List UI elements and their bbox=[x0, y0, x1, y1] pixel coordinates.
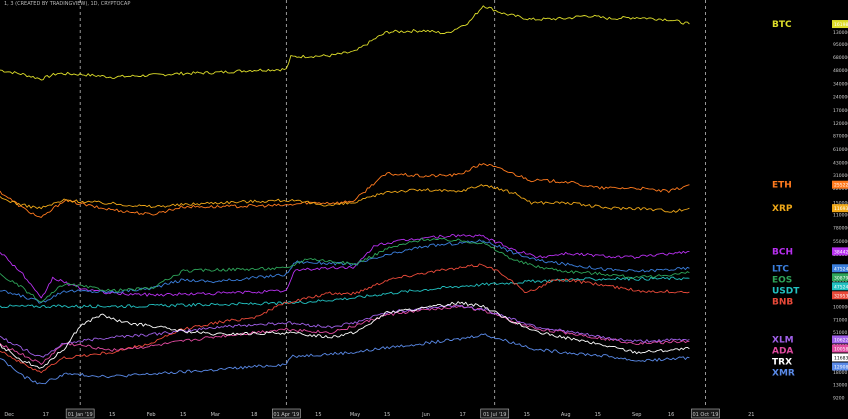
series-label-usdt: USDT bbox=[772, 286, 800, 296]
series-line-trx bbox=[0, 301, 690, 369]
y-tick-label: 2200000 bbox=[833, 186, 848, 192]
series-label-eth: ETH bbox=[772, 181, 792, 191]
series-line-btc bbox=[0, 5, 690, 81]
y-tick-label: 1100000 bbox=[833, 213, 848, 219]
x-tick-label: 18 bbox=[251, 412, 257, 418]
series-line-bch bbox=[0, 233, 690, 299]
chart-header: 1, 3 (CREATED BY TRADINGVIEW), 1D, CRYPT… bbox=[4, 1, 131, 7]
last-value-badge-ada bbox=[832, 344, 848, 353]
x-tick-label: 01 Jul '19 bbox=[483, 412, 506, 418]
series-label-trx: TRX bbox=[772, 357, 792, 367]
y-tick-label: 18000 bbox=[833, 370, 847, 376]
last-value-badge-ltc bbox=[832, 264, 848, 273]
series-label-ltc: LTC bbox=[772, 264, 789, 274]
y-tick-label: 13000 bbox=[833, 382, 847, 388]
x-tick-label: May bbox=[350, 412, 360, 418]
y-tick-label: 71000 bbox=[833, 317, 847, 323]
series-label-ada: ADA bbox=[772, 346, 793, 356]
y-tick-label: 95000000 bbox=[833, 42, 848, 48]
last-value-text-btc: 161983 bbox=[834, 22, 848, 28]
last-value-text-eos: 30879 bbox=[834, 275, 848, 281]
y-tick-label: 100000 bbox=[833, 304, 848, 310]
x-tick-label: 15 bbox=[595, 412, 601, 418]
x-tick-label: 15 bbox=[109, 412, 115, 418]
y-tick-label: 68000000 bbox=[833, 55, 848, 61]
x-tick-label: 16 bbox=[668, 412, 674, 418]
x-tick-label: 15 bbox=[315, 412, 321, 418]
last-value-text-trx: 11683 bbox=[834, 355, 848, 361]
last-value-text-usdt: 47524 bbox=[834, 284, 848, 290]
last-value-text-xrp: 11693 bbox=[834, 206, 848, 212]
last-value-text-ada: 10058 bbox=[834, 346, 848, 352]
x-tick-label: 21 bbox=[748, 412, 754, 418]
series-line-eos bbox=[0, 237, 690, 303]
series-label-xmr: XMR bbox=[772, 368, 795, 378]
series-line-bnb bbox=[0, 263, 690, 374]
series-line-xrp bbox=[0, 184, 690, 213]
last-value-badge-eos bbox=[832, 273, 848, 282]
series-label-bch: BCH bbox=[772, 247, 793, 257]
last-value-text-ltc: 47524 bbox=[834, 266, 848, 272]
series-line-eth bbox=[0, 163, 690, 218]
series-label-bnb: BNB bbox=[772, 297, 793, 307]
x-tick-label: 01 Apr '19 bbox=[273, 412, 299, 418]
y-tick-label: 12000000 bbox=[833, 121, 848, 127]
y-tick-label: 48000000 bbox=[833, 68, 848, 74]
series-label-eos: EOS bbox=[772, 275, 792, 285]
x-tick-box bbox=[272, 408, 301, 419]
last-value-badge-usdt bbox=[832, 282, 848, 291]
y-tick-label: 6100000 bbox=[833, 147, 848, 153]
last-value-text-xlm: 10622 bbox=[834, 337, 848, 343]
last-value-badge-bch bbox=[832, 247, 848, 256]
y-tick-label: 3100000 bbox=[833, 173, 848, 179]
series-label-btc: BTC bbox=[772, 20, 792, 30]
x-tick-label: Jun bbox=[421, 412, 430, 418]
series-line-ada bbox=[0, 304, 690, 365]
series-line-usdt bbox=[0, 276, 690, 309]
x-tick-label: 15 bbox=[384, 412, 390, 418]
x-tick-label: 01 Jan '19 bbox=[68, 412, 93, 418]
last-value-badge-bnb bbox=[832, 291, 848, 300]
y-tick-label: 1500000 bbox=[833, 201, 848, 207]
y-tick-label: 24000000 bbox=[833, 95, 848, 101]
y-tick-label: 17000000 bbox=[833, 108, 848, 114]
last-value-text-eth: 255224 bbox=[834, 183, 848, 189]
x-tick-label: Dec bbox=[4, 412, 14, 418]
series-label-xlm: XLM bbox=[772, 335, 794, 345]
x-tick-label: 01 Oct '19 bbox=[692, 412, 718, 418]
x-tick-label: Mar bbox=[211, 412, 221, 418]
x-tick-label: 17 bbox=[43, 412, 49, 418]
y-tick-label: 51000 bbox=[833, 330, 847, 336]
series-line-xmr bbox=[0, 333, 690, 385]
y-tick-label: 780000 bbox=[833, 226, 848, 232]
x-tick-box bbox=[480, 408, 510, 419]
x-tick-box bbox=[691, 408, 720, 419]
x-tick-label: 17 bbox=[459, 412, 465, 418]
y-tick-label: 4300000 bbox=[833, 160, 848, 166]
last-value-text-bnb: 32953 bbox=[834, 293, 848, 299]
last-value-badge-btc bbox=[832, 20, 848, 29]
x-tick-label: Sep bbox=[632, 412, 641, 418]
series-line-xlm bbox=[0, 304, 690, 358]
last-value-badge-trx bbox=[832, 353, 848, 362]
last-value-badge-xrp bbox=[832, 204, 848, 213]
series-label-xrp: XRP bbox=[772, 204, 793, 214]
x-tick-label: 15 bbox=[524, 412, 530, 418]
y-tick-label: 8700000 bbox=[833, 133, 848, 139]
last-value-badge-xlm bbox=[832, 335, 848, 344]
y-tick-label: 34000000 bbox=[833, 81, 848, 87]
x-tick-box bbox=[65, 408, 95, 419]
last-value-badge-xmr bbox=[832, 362, 848, 371]
last-value-text-bch: 384427 bbox=[834, 249, 848, 255]
last-value-badge-eth bbox=[832, 180, 848, 189]
y-tick-label: 550000 bbox=[833, 239, 848, 245]
x-tick-label: Aug bbox=[561, 412, 571, 418]
y-tick-label: 9200 bbox=[833, 396, 845, 402]
last-value-text-xmr: 12908 bbox=[834, 364, 848, 370]
x-tick-label: 15 bbox=[180, 412, 186, 418]
x-tick-label: Feb bbox=[147, 412, 156, 418]
y-tick-label: 130000000 bbox=[833, 30, 848, 36]
